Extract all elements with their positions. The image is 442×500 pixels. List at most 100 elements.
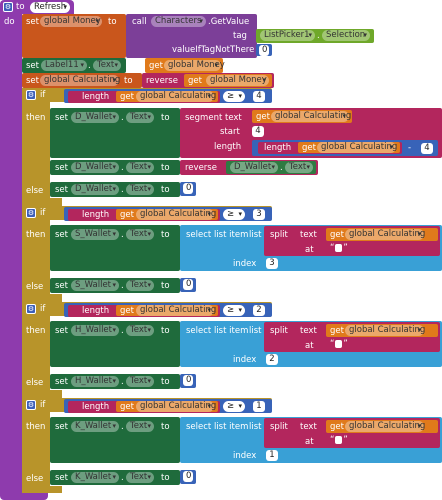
property-dropdown-text[interactable]: Text [126,162,154,173]
length-label: length [82,402,110,412]
at-param-label: at [305,341,314,351]
var-dropdown-calculating[interactable]: global Calculating [345,325,425,336]
var-dropdown-calculating[interactable]: global Calculating [271,111,351,122]
to-label: to [161,281,170,291]
var-dropdown-calculating[interactable]: global Calculating [136,209,216,220]
dot-label: . [121,230,124,240]
var-dropdown-calculating[interactable]: global Calculating [345,421,425,432]
procedure-footer [0,493,48,500]
operator-dropdown-gte[interactable]: ≥ [223,401,245,412]
property-dropdown-text[interactable]: Text [93,60,121,71]
get-label: get [302,143,316,153]
number-value[interactable]: 2 [253,305,265,316]
var-dropdown-money[interactable]: global Money [206,75,269,86]
if-block-1-spine [22,88,50,206]
get-label: get [120,92,134,102]
gear-icon[interactable]: ⚙ [26,400,36,410]
property-dropdown-text[interactable]: Text [285,162,313,173]
dot-label: . [121,163,124,173]
var-dropdown-calculating[interactable]: global Calculating [136,91,216,102]
number-value[interactable]: 4 [253,91,265,102]
set-label: set [55,377,68,387]
to-label: to [161,422,170,432]
set-label: set [55,230,68,240]
operator-dropdown-gte[interactable]: ≥ [223,209,245,220]
number-value[interactable]: 3 [266,258,278,269]
gear-icon[interactable]: ⚙ [26,304,36,314]
dot-label: . [280,163,283,173]
component-dropdown-s-wallet[interactable]: S_Wallet [71,280,119,291]
number-value[interactable]: 0 [183,471,193,482]
number-value[interactable]: 0 [259,44,269,56]
number-value[interactable]: 0 [183,183,193,194]
component-dropdown-characters[interactable]: Characters [151,16,206,27]
empty-string-literal[interactable]: “” [330,435,348,445]
set-label: set [26,17,39,27]
component-dropdown-s-wallet[interactable]: S_Wallet [71,229,119,240]
to-label: to [161,185,170,195]
else-label: else [26,378,44,388]
property-dropdown-text[interactable]: Text [126,325,154,336]
component-dropdown-h-wallet[interactable]: H_Wallet [71,376,119,387]
component-dropdown-d-wallet[interactable]: D_Wallet [71,112,119,123]
property-dropdown-text[interactable]: Text [126,184,154,195]
if-block-2-spine [22,206,50,302]
component-dropdown-k-wallet[interactable]: K_Wallet [71,421,119,432]
get-label: get [120,402,134,412]
component-dropdown-k-wallet[interactable]: K_Wallet [71,472,119,483]
property-dropdown-text[interactable]: Text [126,472,154,483]
number-value[interactable]: 2 [266,354,278,365]
dot-label: . [121,281,124,291]
number-value[interactable]: 0 [183,375,193,386]
var-dropdown-money[interactable]: global Money [40,16,102,27]
number-value[interactable]: 3 [253,209,265,220]
var-dropdown-calculating[interactable]: global Calculating [317,142,397,153]
get-label: get [330,326,344,336]
gear-icon[interactable]: ⚙ [26,90,36,100]
component-dropdown-d-wallet[interactable]: D_Wallet [71,184,119,195]
gear-icon[interactable]: ⚙ [26,208,36,218]
index-param-label: index [233,355,257,365]
component-dropdown-d-wallet[interactable]: D_Wallet [230,162,278,173]
property-dropdown-text[interactable]: Text [126,112,154,123]
list-param-label: list [249,230,262,240]
to-label: to [161,326,170,336]
else-label: else [26,474,44,484]
get-label: get [188,76,202,86]
component-dropdown-d-wallet[interactable]: D_Wallet [71,162,119,173]
procedure-name[interactable]: Refresh [30,2,70,13]
component-dropdown-listpicker[interactable]: ListPicker1 [260,30,315,41]
length-label: length [82,210,110,220]
property-dropdown-text[interactable]: Text [126,229,154,240]
text-param-label: text [300,326,317,336]
number-value[interactable]: 1 [266,450,278,461]
component-dropdown-label11[interactable]: Label11 [41,60,87,71]
split-label: split [270,422,288,432]
property-dropdown-selection[interactable]: Selection [322,30,370,41]
number-value[interactable]: 4 [252,126,264,137]
var-dropdown-money[interactable]: global Money [164,60,225,71]
if-block-4-footer [22,486,62,493]
property-dropdown-text[interactable]: Text [126,280,154,291]
length-param-label: length [214,142,242,152]
reverse-label: reverse [185,163,217,173]
then-label: then [26,230,46,240]
set-label: set [55,473,68,483]
var-dropdown-calculating[interactable]: global Calculating [136,401,216,412]
get-label: get [149,61,163,71]
component-dropdown-h-wallet[interactable]: H_Wallet [71,325,119,336]
operator-dropdown-gte[interactable]: ≥ [223,305,245,316]
operator-dropdown-gte[interactable]: ≥ [223,91,245,102]
property-dropdown-text[interactable]: Text [126,376,154,387]
property-dropdown-text[interactable]: Text [126,421,154,432]
number-value[interactable]: 1 [253,401,265,412]
var-dropdown-calculating[interactable]: global Calculating [345,229,425,240]
number-value[interactable]: 4 [421,143,433,154]
number-value[interactable]: 0 [183,279,193,290]
proc-do-label: do [4,17,15,27]
var-dropdown-calculating[interactable]: global Calculating [40,75,120,86]
empty-string-literal[interactable]: “” [330,243,348,253]
var-dropdown-calculating[interactable]: global Calculating [136,305,216,316]
empty-string-literal[interactable]: “” [330,339,348,349]
gear-icon[interactable]: ⚙ [3,2,13,12]
